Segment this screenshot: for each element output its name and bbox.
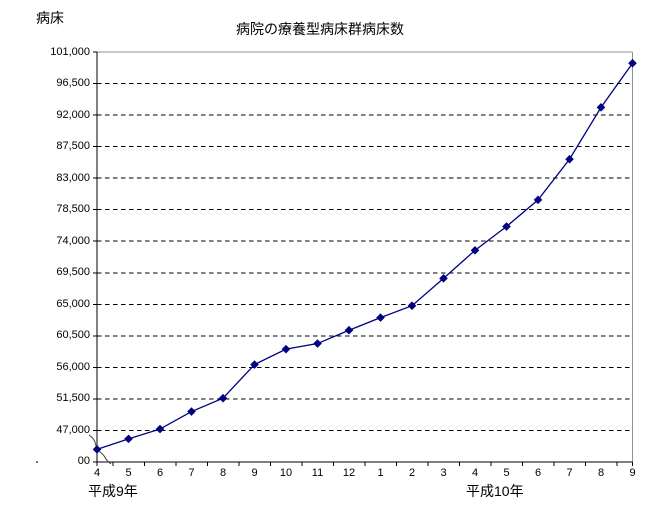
y-axis-clipped-min-label: 00 <box>77 455 90 467</box>
x-tick-label: 5 <box>125 467 132 479</box>
data-point-marker <box>470 246 480 255</box>
y-tick-label: 65,000 <box>56 297 90 310</box>
x-tick-label: 4 <box>93 467 101 479</box>
y-tick-label: 51,500 <box>56 392 90 405</box>
x-tick-label: 7 <box>566 467 573 479</box>
data-point-marker <box>407 301 417 311</box>
data-point-marker <box>628 58 637 68</box>
data-point-marker <box>565 154 574 164</box>
x-tick-label: 7 <box>188 467 195 479</box>
y-tick-label: 101,000 <box>50 45 90 58</box>
data-point-marker <box>250 360 259 369</box>
y-tick-label: 78,500 <box>56 203 90 216</box>
y-tick-label: 60,500 <box>56 329 90 342</box>
x-tick-label: 1 <box>377 467 384 479</box>
y-tick-label: 74,000 <box>56 234 90 247</box>
x-tick-label: 2 <box>408 467 416 479</box>
x-tick-label: 12 <box>342 467 356 479</box>
axis-break-artifact-dot <box>36 461 38 463</box>
x-tick-label: 6 <box>534 467 542 479</box>
y-tick-label: 92,000 <box>56 108 90 121</box>
data-point-marker <box>92 445 102 454</box>
x-tick-label: 10 <box>279 467 293 479</box>
data-point-marker <box>502 222 511 231</box>
y-tick-label: 96,500 <box>56 77 90 90</box>
x-tick-label: 8 <box>219 467 227 479</box>
data-point-marker <box>344 325 354 335</box>
y-tick-label: 87,500 <box>56 140 90 153</box>
data-point-marker <box>187 407 196 416</box>
data-point-marker <box>533 195 543 205</box>
x-tick-label: 9 <box>629 467 636 479</box>
x-tick-label: 4 <box>471 467 479 479</box>
y-tick-label: 47,000 <box>56 423 90 436</box>
x-tick-label: 5 <box>503 467 510 479</box>
data-series-line <box>96 62 634 451</box>
x-tick-label: 9 <box>251 467 258 479</box>
data-point-marker <box>155 424 165 434</box>
data-point-marker <box>596 103 606 112</box>
chart-title: 病院の療養型病床群病床数 <box>236 21 404 37</box>
x-tick-label: 3 <box>440 467 447 479</box>
y-axis-title: 病床 <box>36 10 64 26</box>
data-point-marker <box>281 344 291 354</box>
data-point-marker <box>124 434 133 444</box>
x-axis-era-label-heisei10: 平成10年 <box>466 483 524 499</box>
x-axis-era-label-heisei9: 平成9年 <box>88 483 138 499</box>
data-point-marker <box>218 393 228 403</box>
data-point-marker <box>376 313 385 322</box>
x-tick-label: 6 <box>156 467 164 479</box>
axis-break-mark <box>88 434 112 465</box>
data-point-marker <box>313 339 322 348</box>
x-tick-label: 8 <box>597 467 605 479</box>
data-point-marker <box>439 274 448 283</box>
y-tick-label: 56,000 <box>56 360 90 373</box>
x-tick-label: 11 <box>311 467 324 479</box>
y-tick-label: 69,500 <box>56 266 90 279</box>
y-tick-label: 83,000 <box>56 171 90 184</box>
